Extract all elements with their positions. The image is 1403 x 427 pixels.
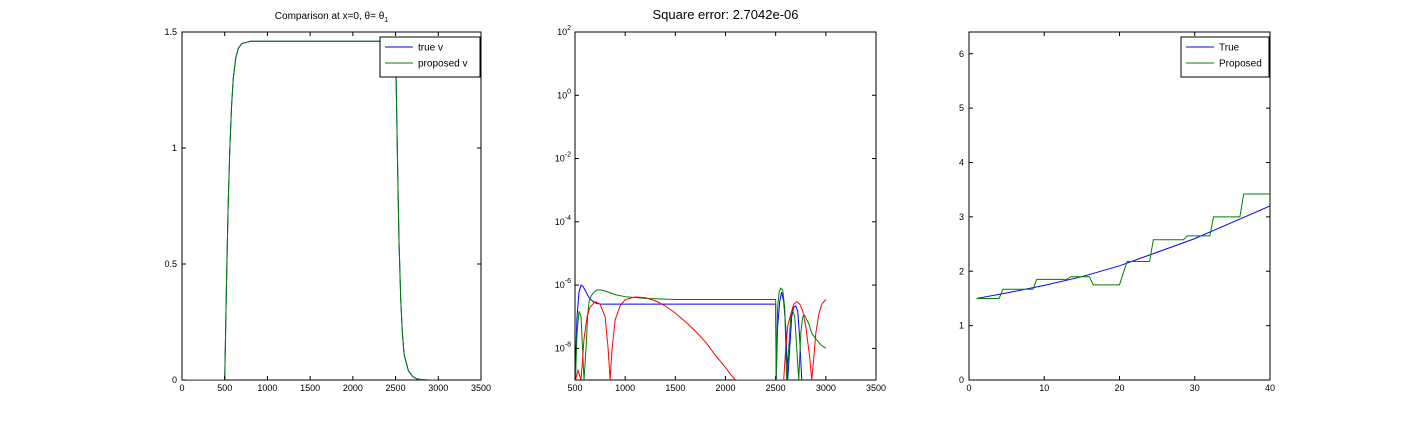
chart-3: 0 10 20 30 40 0 1 2 3 4 5 6 True Proposed <box>959 31 1275 393</box>
plot-area <box>968 31 1271 381</box>
y-tick-exponent: -4 <box>565 215 571 222</box>
y-tick-label: 1 <box>172 143 177 153</box>
series-line-1 <box>575 284 803 380</box>
x-tick-label: 20 <box>1114 383 1124 393</box>
legend-label: true v <box>418 43 443 54</box>
x-tick-label: 3500 <box>471 383 491 393</box>
x-tick-label: 500 <box>217 383 232 393</box>
y-tick-exponent: 0 <box>567 88 571 95</box>
x-tick-label: 40 <box>1265 383 1275 393</box>
y-tick-label: 0.5 <box>164 259 177 269</box>
x-tick-label: 3500 <box>866 383 886 393</box>
x-tick-label: 10 <box>1039 383 1049 393</box>
y-tick-base: 10 <box>555 154 565 164</box>
y-tick-base: 10 <box>557 90 567 100</box>
plot-area <box>574 31 877 381</box>
x-tick-label: 2000 <box>343 383 363 393</box>
x-tick-label: 2500 <box>386 383 406 393</box>
y-tick-exponent: -6 <box>565 278 571 285</box>
y-tick-label: 100 <box>557 88 571 100</box>
x-tick-label: 500 <box>567 383 582 393</box>
y-tick-label: 10-8 <box>555 341 571 353</box>
legend-label: proposed v <box>418 59 467 70</box>
x-tick-label: 30 <box>1190 383 1200 393</box>
x-tick-label: 1000 <box>615 383 635 393</box>
y-tick-label: 102 <box>557 25 571 37</box>
legend-box <box>379 36 481 78</box>
y-tick-label: 2 <box>959 266 964 276</box>
y-tick-base: 10 <box>557 27 567 37</box>
chart-title-text: Square error: 2.7042e-06 <box>653 7 799 22</box>
y-tick-label: 10-6 <box>555 278 571 290</box>
y-tick-label: 5 <box>959 103 964 113</box>
y-tick-base: 10 <box>555 343 565 353</box>
y-tick-label: 0 <box>959 375 964 385</box>
x-tick-label: 1500 <box>300 383 320 393</box>
chart-1: 0 500 1000 1500 2000 2500 3000 3500 0 0.5 1 1.5 Comp… <box>164 11 491 393</box>
chart-title-subscript: 1 <box>384 17 388 24</box>
y-tick-label: 3 <box>959 212 964 222</box>
x-tick-label: 3000 <box>428 383 448 393</box>
series-line-3 <box>575 296 827 380</box>
chart-2: 500 1000 1500 2000 2500 3000 350010210010-210-… <box>555 7 886 393</box>
y-tick-base: 10 <box>555 217 565 227</box>
x-tick-label: 0 <box>179 383 184 393</box>
y-tick-label: 10-4 <box>555 215 571 227</box>
chart-title: Square error: 2.7042e-06 <box>653 7 799 22</box>
y-tick-label: 1.5 <box>164 27 177 37</box>
y-tick-label: 10-2 <box>555 152 571 164</box>
legend-box <box>1180 36 1270 78</box>
chart-title: Comparison at x=0, θ= θ1 <box>275 11 389 24</box>
y-tick-label: 6 <box>959 49 964 59</box>
y-tick-exponent: 2 <box>567 25 571 32</box>
x-tick-label: 0 <box>966 383 971 393</box>
x-tick-label: 3000 <box>816 383 836 393</box>
x-tick-label: 1500 <box>665 383 685 393</box>
y-tick-label: 1 <box>959 321 964 331</box>
x-tick-label: 2000 <box>715 383 735 393</box>
x-tick-label: 1000 <box>257 383 277 393</box>
plot-area <box>181 31 482 381</box>
series-line-proposed <box>976 193 1270 299</box>
y-tick-label: 4 <box>959 158 964 168</box>
x-tick-label: 2500 <box>766 383 786 393</box>
y-tick-label: 0 <box>172 375 177 385</box>
legend: True Proposed <box>1180 36 1270 78</box>
chart-title-text: Comparison at x=0, θ= θ <box>275 11 385 22</box>
y-tick-exponent: -2 <box>565 152 571 159</box>
legend-label: True <box>1219 43 1240 54</box>
legend: true v proposed v <box>379 36 481 78</box>
series-line-proposed-v <box>182 40 439 380</box>
y-tick-base: 10 <box>555 280 565 290</box>
series-line-true <box>976 205 1270 299</box>
legend-label: Proposed <box>1219 59 1262 70</box>
y-tick-exponent: -8 <box>565 341 571 348</box>
